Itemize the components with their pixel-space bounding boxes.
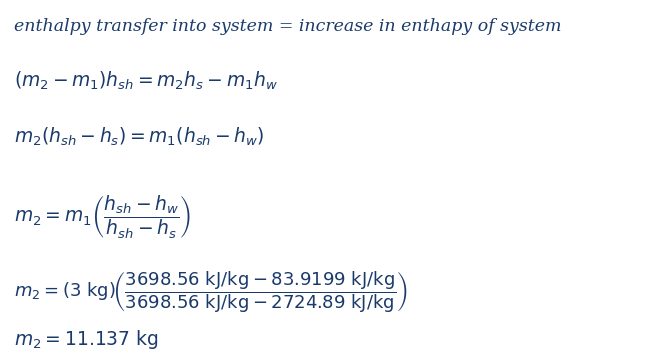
Text: enthalpy transfer into system = increase in enthapy of system: enthalpy transfer into system = increase…: [14, 18, 562, 36]
Text: $m_2\left(h_{sh} - h_s\right) = m_1\left(h_{sh} - h_w\right)$: $m_2\left(h_{sh} - h_s\right) = m_1\left…: [14, 126, 264, 148]
Text: $m_2 = 11.137\ \mathrm{kg}$: $m_2 = 11.137\ \mathrm{kg}$: [14, 328, 159, 350]
Text: $m_2 = m_1\left(\dfrac{h_{sh} - h_w}{h_{sh} - h_s}\right)$: $m_2 = m_1\left(\dfrac{h_{sh} - h_w}{h_{…: [14, 193, 191, 240]
Text: $m_2 = \left(3\ \mathrm{kg}\right)\!\left(\dfrac{3698.56\ \mathrm{kJ/kg} - 83.91: $m_2 = \left(3\ \mathrm{kg}\right)\!\lef…: [14, 269, 408, 315]
Text: $\left(m_2 - m_1\right)h_{sh} = m_2 h_s - m_1 h_w$: $\left(m_2 - m_1\right)h_{sh} = m_2 h_s …: [14, 70, 278, 92]
